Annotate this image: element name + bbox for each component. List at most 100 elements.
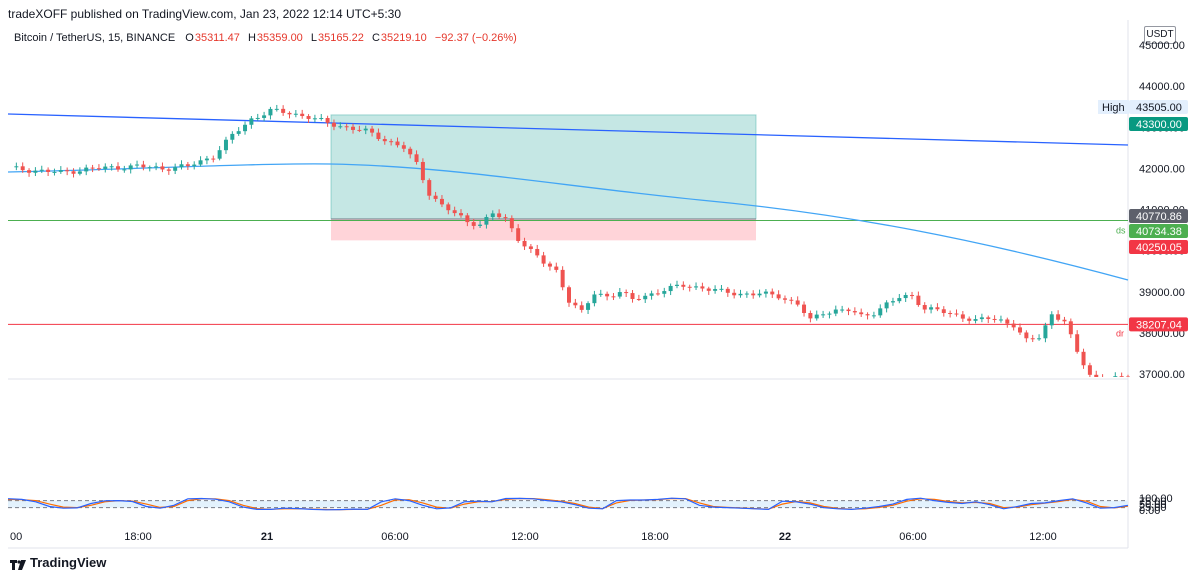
- currency-unit-button[interactable]: USDT: [1144, 26, 1176, 44]
- candle-body: [319, 118, 324, 120]
- candle-body: [1049, 314, 1054, 326]
- time-tick-label: 18:00: [124, 531, 152, 543]
- stoch-band: [8, 500, 1128, 508]
- candle-body: [77, 171, 82, 174]
- stoch-d-line: [7, 497, 1129, 511]
- candle-body: [871, 315, 876, 317]
- candle-body: [33, 170, 38, 173]
- candle-body: [878, 308, 883, 316]
- candle-body: [198, 160, 203, 165]
- candle-body: [230, 133, 235, 140]
- candle-body: [46, 169, 51, 172]
- price-tag: [1129, 100, 1188, 114]
- publish-info: tradeXOFF published on TradingView.com, …: [8, 7, 402, 21]
- candle-body: [903, 295, 908, 299]
- candle-body: [1043, 325, 1048, 339]
- price-tick-label: 44000.00: [1139, 81, 1185, 93]
- candle-body: [821, 314, 826, 316]
- candle-body: [687, 286, 692, 288]
- price-tag-name: High: [1102, 102, 1125, 114]
- candle-body: [452, 210, 457, 214]
- candle-body: [757, 293, 762, 296]
- candle-body: [135, 164, 140, 166]
- high-label: H: [247, 32, 256, 44]
- candle-body: [338, 126, 343, 128]
- candle-body: [567, 287, 571, 303]
- candle-body: [84, 167, 89, 172]
- candle-body: [814, 314, 819, 319]
- candle-body: [605, 293, 610, 297]
- candle-body: [300, 113, 305, 117]
- candle-body: [287, 112, 292, 115]
- candle-body: [478, 224, 483, 226]
- ds-note: ds: [1116, 225, 1126, 235]
- candle-body: [973, 319, 978, 321]
- candle-body: [700, 286, 705, 289]
- candle-body: [859, 312, 864, 315]
- candle-body: [427, 180, 432, 196]
- candle-body: [268, 108, 273, 116]
- candle-body: [173, 167, 178, 171]
- candle-body: [1087, 365, 1092, 375]
- candle-body: [840, 309, 845, 311]
- candle-body: [541, 255, 546, 264]
- candle-body: [490, 213, 495, 218]
- candle-body: [833, 309, 838, 314]
- candle-body: [65, 170, 70, 172]
- ma-mid-line: [7, 163, 1129, 281]
- candle-body: [274, 108, 279, 110]
- close-label: C: [371, 32, 380, 44]
- candle-body: [1068, 321, 1073, 335]
- ma-long-line: [7, 113, 1129, 146]
- time-tick-label: 22: [779, 531, 791, 543]
- candle-body: [128, 165, 133, 170]
- candle-body: [211, 158, 216, 160]
- candle-body: [1024, 332, 1029, 339]
- candle-body: [751, 293, 756, 296]
- candle-body: [1037, 338, 1042, 340]
- candle-body: [960, 314, 965, 319]
- dr-note: dr: [1116, 328, 1124, 338]
- price-tick-label: 42000.00: [1139, 163, 1185, 175]
- candle-body: [706, 288, 711, 291]
- candle-body: [929, 307, 934, 310]
- candle-body: [674, 284, 679, 286]
- candle-body: [370, 128, 375, 133]
- time-tick-label: 18:00: [641, 531, 669, 543]
- candle-body: [941, 309, 946, 314]
- candle-body: [922, 305, 927, 310]
- candle-body: [890, 301, 895, 303]
- candle-body: [681, 284, 686, 287]
- symbol-legend: Bitcoin / TetherUS, 15, BINANCE O35311.4…: [14, 32, 518, 44]
- stoch-tick-label: 100.00: [1139, 493, 1173, 505]
- candle-body: [636, 298, 641, 300]
- price-tag-label: 40734.38: [1136, 226, 1182, 238]
- candle-body: [789, 299, 794, 301]
- candle-body: [655, 293, 660, 295]
- price-tag-label: 43505.00: [1136, 102, 1182, 114]
- candle-body: [948, 313, 953, 315]
- price-tag-label: 40770.86: [1136, 211, 1182, 223]
- candle-body: [1119, 376, 1124, 377]
- candle-body: [560, 269, 565, 288]
- candle-body: [719, 288, 724, 290]
- candle-body: [52, 171, 57, 173]
- price-tag-label: 38207.04: [1136, 319, 1182, 331]
- candle-body: [668, 285, 673, 292]
- candle-body: [395, 141, 400, 146]
- candle-body: [20, 166, 25, 171]
- candle-body: [808, 312, 813, 319]
- candle-body: [827, 313, 832, 315]
- candle-body: [414, 154, 419, 162]
- candle-body: [204, 158, 209, 161]
- candle-body: [776, 294, 781, 299]
- loss-zone: [331, 218, 756, 241]
- candle-body: [262, 115, 267, 118]
- candle-body: [465, 215, 470, 223]
- price-tag: [1129, 209, 1188, 223]
- candle-body: [782, 298, 787, 300]
- brand-name: TradingView: [30, 555, 107, 570]
- candle-body: [547, 263, 552, 267]
- candle-body: [763, 291, 768, 294]
